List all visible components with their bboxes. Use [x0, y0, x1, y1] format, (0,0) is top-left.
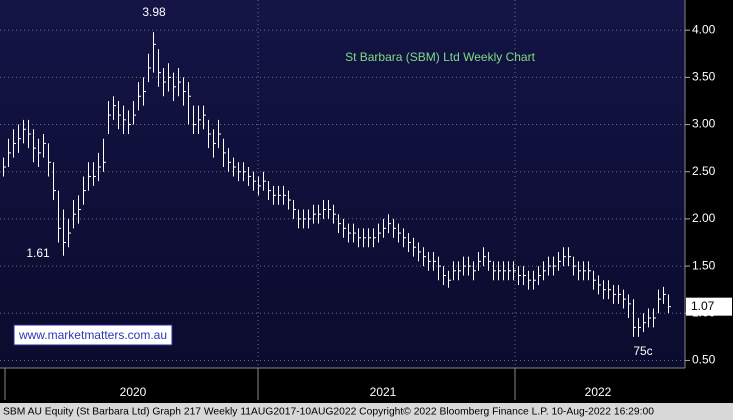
y-tick-label: 4.00	[692, 22, 716, 36]
annotation: 75c	[633, 344, 652, 358]
watermark: www.marketmatters.com.au	[18, 328, 167, 342]
annotation: 1.61	[26, 246, 50, 260]
chart-title: St Barbara (SBM) Ltd Weekly Chart	[345, 50, 536, 64]
y-tick-label: 2.50	[692, 164, 716, 178]
last-price-label: 1.07	[691, 299, 715, 313]
watermark-box	[13, 324, 173, 346]
y-tick-label: 1.50	[692, 258, 716, 272]
y-tick-label: 2.00	[692, 211, 716, 225]
annotation: 3.98	[142, 5, 166, 19]
y-tick-label: 3.00	[692, 117, 716, 131]
y-tick-label: 0.50	[692, 353, 716, 367]
x-tick-label: 2022	[585, 385, 612, 399]
last-price-box	[686, 297, 732, 316]
footer: SBM AU Equity (St Barbara Ltd) Graph 217…	[3, 407, 654, 418]
footer-bar	[0, 403, 733, 420]
x-tick-label: 2021	[370, 385, 397, 399]
y-tick-label: 3.50	[692, 70, 716, 84]
x-tick-label: 2020	[120, 385, 147, 399]
plot-area	[0, 0, 685, 368]
